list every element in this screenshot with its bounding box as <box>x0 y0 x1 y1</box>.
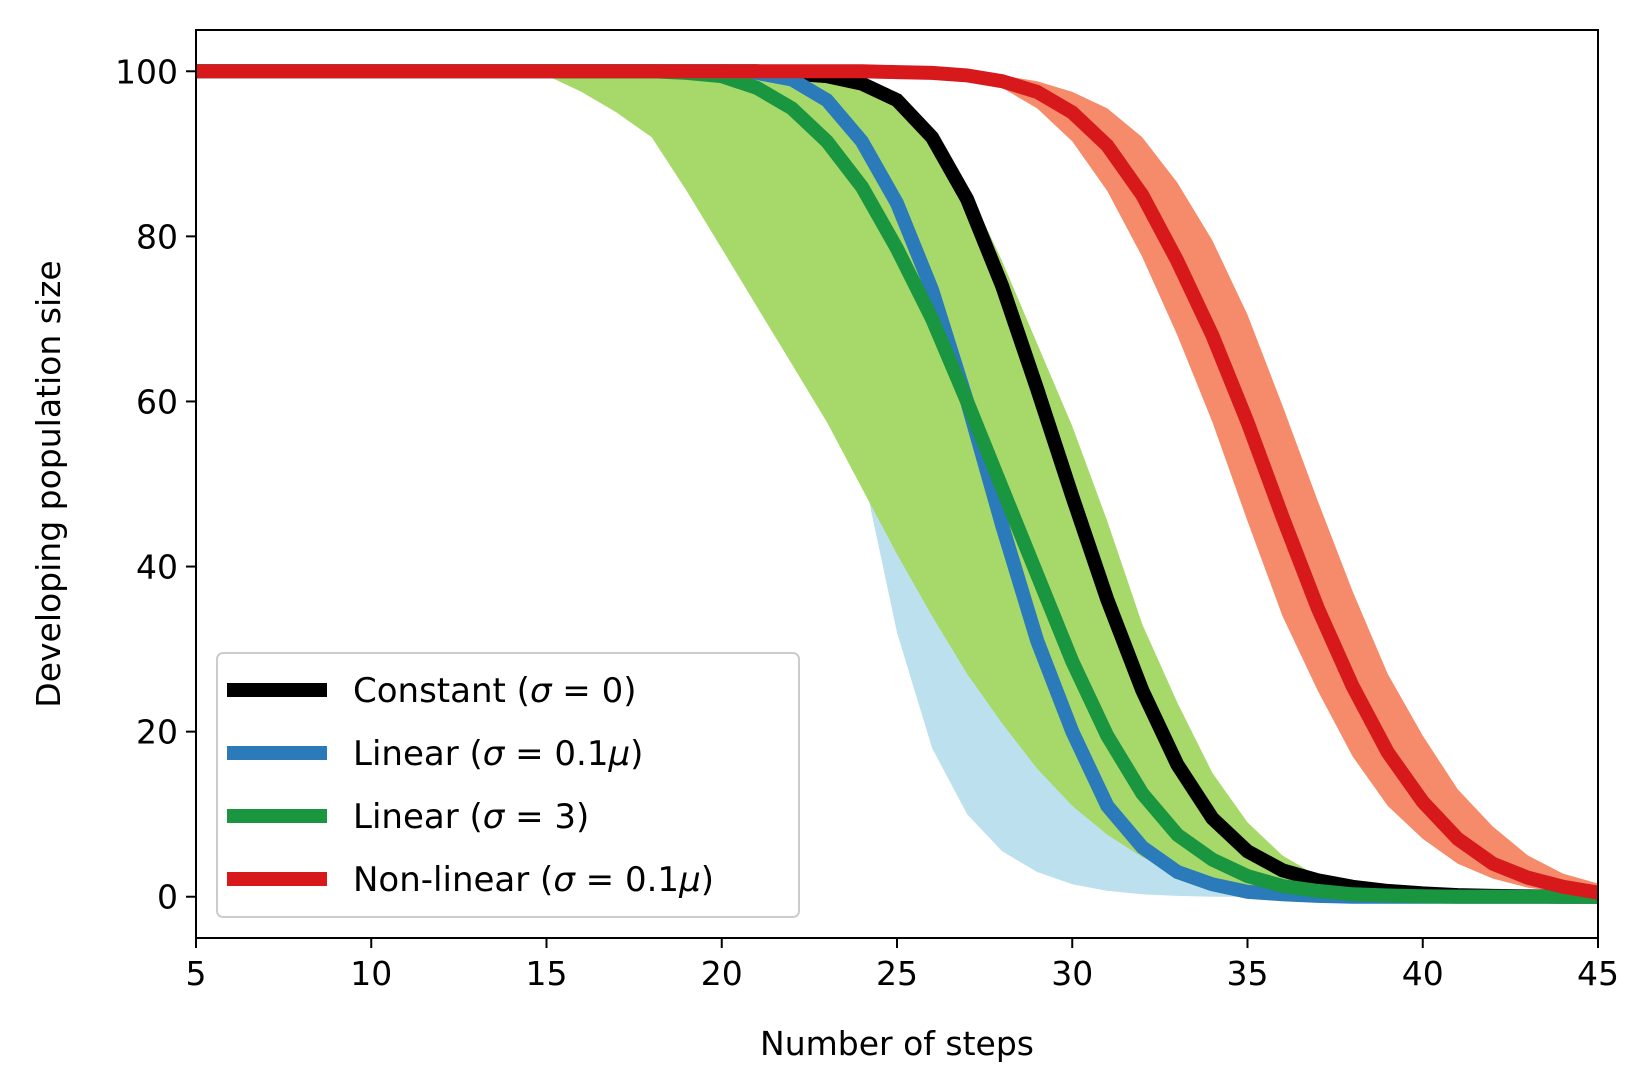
x-axis: 5 10 15 20 25 30 35 40 45 <box>186 938 1619 993</box>
band-series-3 <box>196 71 1598 896</box>
y-axis: 0 20 40 60 80 100 <box>115 52 196 917</box>
x-tick-label: 45 <box>1577 954 1619 993</box>
y-tick-label: 20 <box>136 713 178 752</box>
x-tick-label: 35 <box>1227 954 1269 993</box>
x-tick-label: 15 <box>526 954 568 993</box>
legend-label-2: Linear (σ = 3) <box>353 797 589 837</box>
line-series-3 <box>196 64 1598 900</box>
y-tick-label: 80 <box>136 217 178 256</box>
confidence-bands <box>196 71 1598 897</box>
y-tick-label: 40 <box>136 548 178 587</box>
x-tick-label: 10 <box>350 954 392 993</box>
legend-label-0: Constant (σ = 0) <box>353 671 637 711</box>
y-tick-label: 0 <box>157 878 178 917</box>
x-tick-label: 5 <box>186 954 207 993</box>
legend: Constant (σ = 0) Linear (σ = 0.1μ) Linear … <box>216 652 800 918</box>
x-tick-label: 30 <box>1051 954 1093 993</box>
legend-box <box>216 652 800 918</box>
x-axis-label: Number of steps <box>760 1024 1034 1063</box>
y-tick-label: 100 <box>115 52 178 91</box>
y-tick-label: 60 <box>136 382 178 421</box>
x-tick-label: 25 <box>876 954 918 993</box>
legend-label-1: Linear (σ = 0.1μ) <box>353 734 643 774</box>
legend-label-3: Non-linear (σ = 0.1μ) <box>353 860 714 900</box>
x-tick-label: 40 <box>1402 954 1444 993</box>
series-lines <box>196 64 1598 904</box>
y-axis-label: Developing population size <box>29 260 68 707</box>
band-series-2 <box>196 71 1598 897</box>
x-tick-label: 20 <box>701 954 743 993</box>
